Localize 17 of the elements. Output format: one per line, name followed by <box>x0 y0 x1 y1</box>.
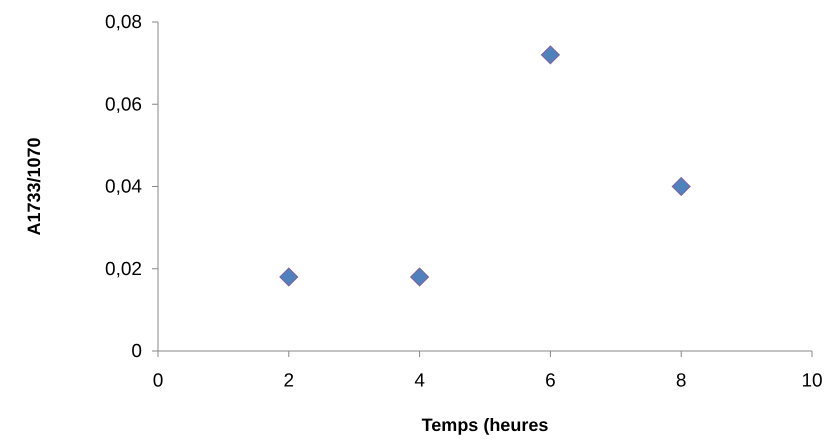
y-tick-label: 0,04 <box>105 176 142 198</box>
x-axis-title: Temps (heures <box>422 415 548 435</box>
x-tick-label: 4 <box>414 370 426 392</box>
x-tick-label: 2 <box>284 370 294 392</box>
point <box>279 268 298 286</box>
x-tick-label: 10 <box>801 370 823 392</box>
y-tick-label: 0 <box>131 341 142 362</box>
x-tick-label: 6 <box>545 370 556 392</box>
y-tick-label: 0,02 <box>105 258 142 280</box>
y-tick-label: 0,08 <box>105 12 142 34</box>
y-tick-label: 0,06 <box>105 94 142 116</box>
x-tick-label: 0 <box>152 370 164 392</box>
y-axis-title: A1733/1070 <box>24 137 44 236</box>
point <box>410 268 430 286</box>
x-tick-label: 8 <box>676 370 686 392</box>
point <box>672 177 691 196</box>
point <box>540 45 560 64</box>
